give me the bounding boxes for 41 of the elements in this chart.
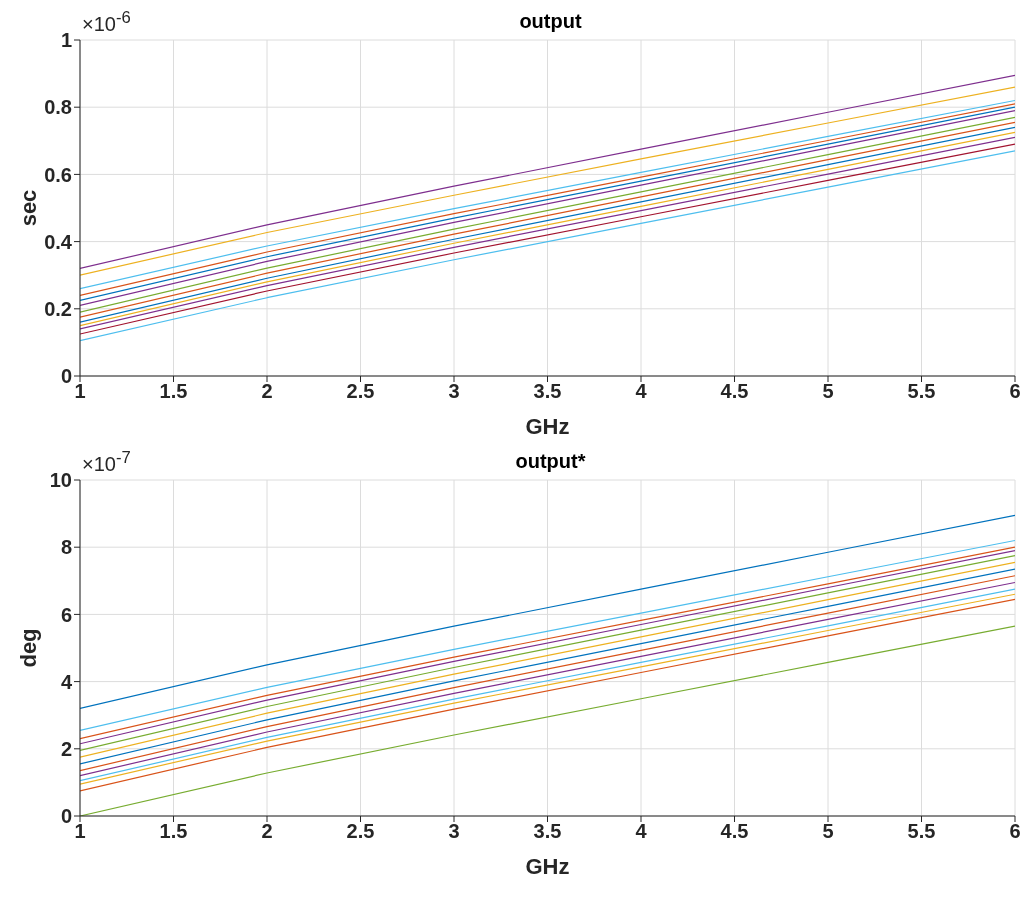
x-tick-label: 6 [1009,380,1021,403]
y-tick-label: 0.6 [44,163,72,186]
x-tick-label: 2 [261,820,273,843]
x-tick-label: 4.5 [720,820,749,843]
y-axis-title: sec [15,189,41,227]
x-axis-title: GHz [525,414,570,439]
y-tick-label: 8 [60,536,72,559]
chart-title: output [519,10,582,32]
x-tick-label: 4 [635,380,648,403]
y-tick-label: 4 [60,670,73,693]
x-tick-label: 2.5 [346,820,375,843]
x-tick-label: 4.5 [720,380,749,403]
y-tick-label: 0 [60,365,72,388]
x-tick-label: 3.5 [533,380,562,403]
x-tick-label: 4 [635,820,648,843]
x-tick-label: 5 [822,820,834,843]
x-tick-label: 2.5 [346,380,375,403]
x-tick-label: 5.5 [907,380,936,403]
x-tick-label: 3 [448,380,460,403]
y-tick-label: 2 [60,737,72,760]
x-tick-label: 1.5 [159,820,188,843]
chart-title: output* [515,450,586,472]
x-tick-label: 1.5 [159,380,188,403]
y-tick-label: 6 [60,603,72,626]
x-tick-label: 3.5 [533,820,562,843]
text: ×10$^{-6}$ [82,8,131,36]
x-tick-label: 6 [1009,820,1021,843]
x-tick-label: 3 [448,820,460,843]
y-tick-label: 0.4 [44,230,73,253]
x-axis-title: GHz [525,854,570,879]
y-tick-label: 0.2 [44,297,72,320]
x-tick-label: 5.5 [907,820,936,843]
y-axis-title: deg [15,628,41,668]
y-tick-label: 0 [60,805,72,828]
y-tick-label: 1 [60,29,72,52]
x-tick-label: 2 [261,380,273,403]
y-tick-label: 10 [49,469,72,492]
text: ×10$^{-7}$ [82,448,131,476]
y-tick-label: 0.8 [44,96,72,119]
line-series [80,514,1015,710]
x-tick-label: 5 [822,380,834,403]
